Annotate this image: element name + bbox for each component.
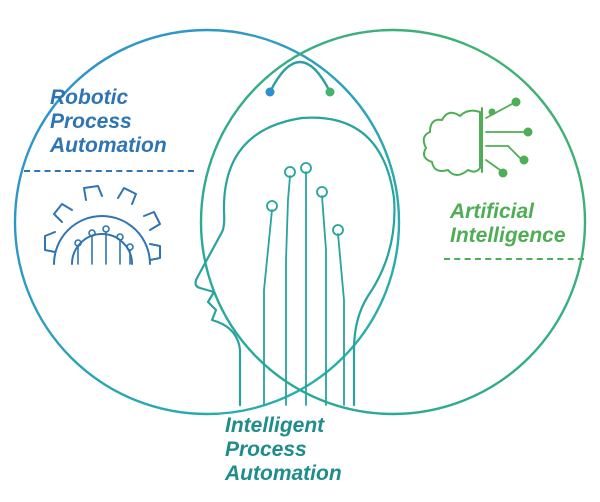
- rpa-divider: [24, 170, 194, 172]
- gear-circuit-icon: [45, 186, 160, 264]
- venn-diagram: { "diagram": { "type": "venn-infographic…: [0, 0, 600, 502]
- bridge-dot-left: [266, 88, 275, 97]
- brain-network-icon: [424, 98, 533, 178]
- head-outline-icon: [196, 118, 395, 405]
- rpa-label: Robotic Process Automation: [50, 86, 167, 158]
- bridge-dot-right: [326, 88, 335, 97]
- ai-divider: [444, 258, 584, 260]
- ipa-label: Intelligent Process Automation: [225, 414, 342, 486]
- head-circuit-dots: [267, 163, 343, 235]
- ai-label: Artificial Intelligence: [450, 200, 566, 248]
